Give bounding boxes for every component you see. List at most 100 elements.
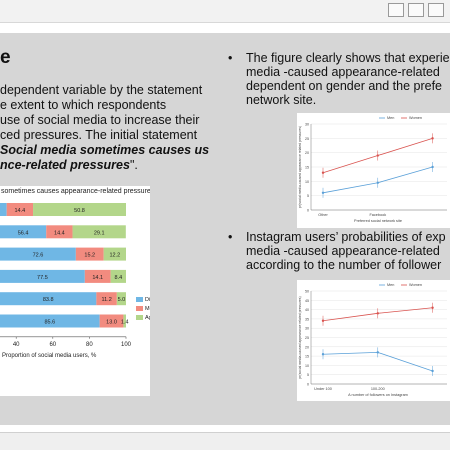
x-tick-label: Under 100 xyxy=(314,387,332,391)
x-tick-label: 60 xyxy=(49,342,56,348)
data-point xyxy=(321,353,325,356)
bullet-line: dependent on gender and the prefe xyxy=(246,79,443,93)
y-tick-label: 15 xyxy=(305,166,309,170)
bullet-line: network site. xyxy=(246,93,317,107)
bullet-mark: • xyxy=(228,230,233,244)
y-tick-label: 10 xyxy=(305,364,309,368)
bar-segment xyxy=(99,314,124,328)
legend-swatch xyxy=(136,315,143,320)
left-line: dependent variable by the statement xyxy=(0,83,203,97)
status-bar xyxy=(0,432,450,450)
data-point xyxy=(376,312,379,315)
bar-segment xyxy=(0,292,97,306)
y-tick-label: 20 xyxy=(305,345,309,349)
y-tick-label: 5 xyxy=(307,194,309,198)
bar-segment xyxy=(0,225,47,239)
legend-label: Women xyxy=(409,116,422,120)
legend-label: Medium xyxy=(145,306,150,312)
bar-segment xyxy=(0,269,85,283)
bar-segment xyxy=(0,203,7,216)
bullet-line: media -caused appearance-related xyxy=(246,244,440,258)
x-tick-label: Facebook xyxy=(369,213,386,217)
y-tick-label: 10 xyxy=(305,180,309,184)
window-titlebar xyxy=(0,0,450,23)
quote-line: nce-related pressures". xyxy=(0,158,215,173)
data-label: 5.0 xyxy=(118,297,126,303)
data-label: 77.5 xyxy=(37,275,48,281)
data-label: 8.4 xyxy=(114,275,122,281)
bullet-mark: • xyxy=(228,51,233,65)
left-body-text: dependent variable by the statement e ex… xyxy=(0,83,215,173)
chart-title: sometimes causes appearance-related pres… xyxy=(1,188,150,195)
bullet-line: according to the number of follower xyxy=(246,258,442,272)
y-tick-label: 25 xyxy=(305,336,309,340)
data-label: 13.0 xyxy=(106,320,117,326)
data-point xyxy=(431,137,434,140)
y-tick-label: 35 xyxy=(305,317,309,321)
x-tick-label: 80 xyxy=(86,342,93,348)
y-tick-label: 15 xyxy=(305,355,309,359)
bar-segment xyxy=(33,203,127,216)
legend-label: Men xyxy=(387,116,394,120)
legend-label: Women xyxy=(409,283,422,287)
data-point xyxy=(431,306,434,309)
data-point xyxy=(431,369,434,373)
y-tick-label: 5 xyxy=(307,373,309,377)
bar-segment xyxy=(6,203,34,216)
x-axis-label: Preferred social network site xyxy=(354,219,402,223)
bar-segment xyxy=(75,247,104,261)
bar-segment xyxy=(96,292,117,306)
y-axis-label: pr(social media-caused appearance relate… xyxy=(298,296,302,378)
bar-segment xyxy=(123,314,126,328)
minimize-icon[interactable] xyxy=(388,3,404,17)
left-line: e extent to which respondents xyxy=(0,98,167,112)
bullet-2: • Instagram users’ probabilities of exp … xyxy=(228,230,450,276)
quote-text: Social media sometimes causes us xyxy=(0,143,210,157)
data-point xyxy=(321,171,325,174)
data-label: 83.8 xyxy=(43,297,54,303)
line-chart-network: 0 5 10 15 20 25 30 Other Facebook Preferred socia… xyxy=(297,113,450,228)
quote-text: nce-related pressures xyxy=(0,158,130,172)
bar-segment xyxy=(46,225,73,239)
data-point xyxy=(376,154,379,157)
line-chart-followers: 0 5 10 15 20 25 30 35 40 45 50 Under 100 100-200 A nu… xyxy=(297,280,450,401)
y-tick-label: 0 xyxy=(307,209,309,213)
x-tick-label: 100-200 xyxy=(371,387,385,391)
data-label: 56.4 xyxy=(18,230,29,236)
y-tick-label: 30 xyxy=(305,327,309,331)
bar-segment xyxy=(110,269,126,283)
y-tick-label: 0 xyxy=(307,383,309,387)
close-icon[interactable] xyxy=(428,3,444,17)
y-axis-label: pr(social media-caused appearance relate… xyxy=(298,126,302,208)
data-point xyxy=(376,351,379,354)
x-tick-label: 100 xyxy=(121,342,132,348)
data-label: 1.4 xyxy=(121,320,129,326)
line-chart-followers-svg: 0 5 10 15 20 25 30 35 40 45 50 Under 100 100-200 A nu… xyxy=(298,283,447,397)
maximize-icon[interactable] xyxy=(408,3,424,17)
legend-label: Men xyxy=(387,283,394,287)
bar-segment xyxy=(103,247,126,261)
bar-segment xyxy=(72,225,126,239)
bullet-line: media -caused appearance-related xyxy=(246,65,440,79)
y-tick-label: 40 xyxy=(305,308,309,312)
data-label: 85.6 xyxy=(44,320,55,326)
y-tick-label: 30 xyxy=(305,123,309,127)
legend-swatch xyxy=(136,297,143,302)
legend-swatch xyxy=(136,306,143,311)
bar-segment xyxy=(84,269,111,283)
data-label: 72.6 xyxy=(33,253,44,259)
x-tick-label: 40 xyxy=(13,342,20,348)
bullet-line: Instagram users’ probabilities of exp xyxy=(246,230,446,244)
line-chart-network-svg: 0 5 10 15 20 25 30 Other Facebook Preferred socia… xyxy=(298,116,447,223)
data-label: 15.2 xyxy=(84,253,95,259)
bar-segment xyxy=(0,247,76,261)
quote-end: ". xyxy=(129,158,138,172)
y-tick-label: 25 xyxy=(305,137,309,141)
legend-label: Disagree xyxy=(145,297,150,303)
data-point xyxy=(431,165,434,169)
data-label: 14.1 xyxy=(92,275,103,281)
data-label: 12.2 xyxy=(109,253,120,259)
data-label: 14.4 xyxy=(15,208,26,214)
x-axis-label: Proportion of social media users, % xyxy=(2,353,97,359)
data-label: 29.1 xyxy=(94,230,105,236)
